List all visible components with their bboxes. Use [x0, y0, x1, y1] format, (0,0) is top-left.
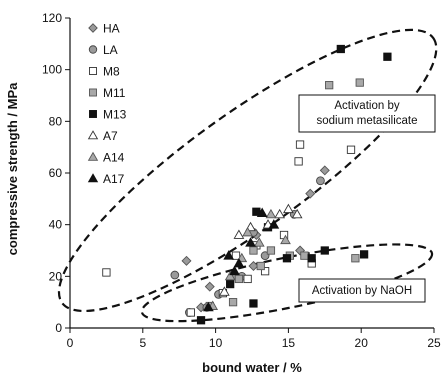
annotation-naoh: Activation by NaOH [298, 278, 426, 303]
data-point-a14 [265, 208, 277, 219]
data-point-m13 [320, 246, 329, 255]
data-point-ha [305, 188, 316, 199]
plot-area [70, 18, 434, 328]
silicate-region-ellipse [57, 28, 438, 313]
data-point-a7 [274, 208, 286, 219]
data-point-ha [319, 165, 330, 176]
data-point-m11 [249, 246, 258, 255]
data-point-ha [204, 281, 215, 292]
data-point-m8 [186, 308, 195, 317]
annotation-naoh-line: Activation by NaOH [312, 285, 412, 297]
data-point-a7 [291, 208, 303, 219]
data-point-m8 [295, 140, 305, 149]
legend-label-m11: M11 [103, 86, 126, 100]
data-point-m13 [282, 254, 292, 263]
x-tick-label: 5 [139, 336, 146, 350]
axes: 0 5 10 15 20 25 0 20 40 60 80 100 120 [42, 11, 441, 350]
legend-label-m8: M8 [103, 65, 120, 79]
data-point-a7 [218, 286, 230, 296]
x-tick-label: 20 [355, 336, 369, 350]
data-point-m8 [102, 268, 111, 277]
data-point-m13 [359, 250, 369, 259]
data-points [102, 44, 392, 325]
y-axis-label: compressive strength / MPa [5, 82, 20, 255]
data-point-m8 [243, 274, 252, 284]
data-point-m11 [325, 81, 334, 90]
data-point-m8 [231, 251, 241, 260]
y-tick-label: 80 [49, 114, 63, 128]
plot-background [70, 18, 434, 328]
legend-label-m13: M13 [103, 108, 127, 122]
x-tick-label: 15 [282, 336, 296, 350]
data-point-ha [181, 255, 192, 266]
data-point-a17 [256, 207, 268, 217]
data-point-a14 [253, 237, 265, 247]
legend-label-a17: A17 [103, 172, 125, 186]
annotation-silicate-box [298, 94, 436, 133]
data-point-m13 [383, 52, 392, 61]
data-point-m8 [294, 157, 303, 166]
legend-marker-ha [88, 23, 98, 33]
legend-label-a14: A14 [103, 151, 125, 165]
legend: HA LA M8 M11 M13 A7 A14 A17 [87, 22, 127, 186]
annotation-silicate-line: sodium metasilicate [317, 115, 418, 127]
data-point-a17 [233, 257, 245, 268]
data-point-m13 [249, 299, 258, 308]
data-point-m11 [351, 254, 360, 263]
group-ellipses [57, 28, 438, 323]
data-point-a7 [233, 229, 245, 239]
data-point-m8 [260, 267, 270, 276]
data-point-m11 [266, 246, 276, 255]
data-point-m11 [228, 298, 238, 307]
y-tick-label: 100 [42, 63, 62, 77]
data-point-m13 [307, 254, 316, 263]
y-tick-label: 40 [49, 218, 63, 232]
x-tick-label: 10 [209, 336, 223, 350]
legend-marker-a14 [87, 151, 99, 161]
data-point-a17 [245, 237, 256, 247]
legend-marker-m11 [89, 88, 97, 97]
data-point-la [170, 270, 180, 280]
legend-label-a7: A7 [103, 129, 118, 143]
y-tick-label: 60 [49, 166, 63, 180]
x-tick-label: 0 [67, 336, 74, 350]
x-axis-label: bound water / % [202, 360, 302, 375]
data-point-a14 [242, 226, 254, 237]
data-point-m11 [355, 78, 364, 87]
data-point-a17 [223, 250, 235, 260]
legend-label-ha: HA [103, 22, 120, 36]
legend-marker-a7 [87, 130, 99, 140]
data-point-a14 [280, 234, 291, 245]
data-point-ha [248, 260, 259, 272]
annotation-silicate: Activation by sodium metasilicate [298, 94, 436, 133]
naoh-region-ellipse [140, 243, 434, 323]
y-tick-label: 0 [55, 321, 62, 335]
legend-marker-m8 [89, 67, 97, 75]
legend-marker-la [88, 45, 98, 54]
legend-marker-m13 [89, 110, 97, 118]
legend-marker-a17 [87, 173, 99, 183]
series-a17 [202, 207, 280, 312]
data-point-m11 [300, 251, 309, 260]
data-point-a17 [202, 301, 214, 312]
legend-label-la: LA [103, 43, 118, 57]
data-point-la [316, 176, 325, 186]
data-point-a14 [224, 270, 236, 281]
data-point-m13 [336, 44, 345, 54]
y-tick-label: 20 [49, 269, 63, 283]
annotation-silicate-line: Activation by [334, 100, 399, 112]
data-point-m8 [346, 145, 356, 154]
data-point-m11 [256, 261, 265, 271]
data-point-a17 [268, 219, 280, 229]
y-tick-label: 120 [42, 11, 62, 25]
data-point-m13 [226, 279, 235, 289]
annotation-naoh-box [298, 278, 426, 303]
data-point-a17 [229, 265, 240, 276]
x-tick-label: 25 [427, 336, 441, 350]
data-point-a7 [283, 203, 294, 214]
data-point-m13 [196, 316, 206, 325]
data-point-m11 [234, 274, 244, 284]
